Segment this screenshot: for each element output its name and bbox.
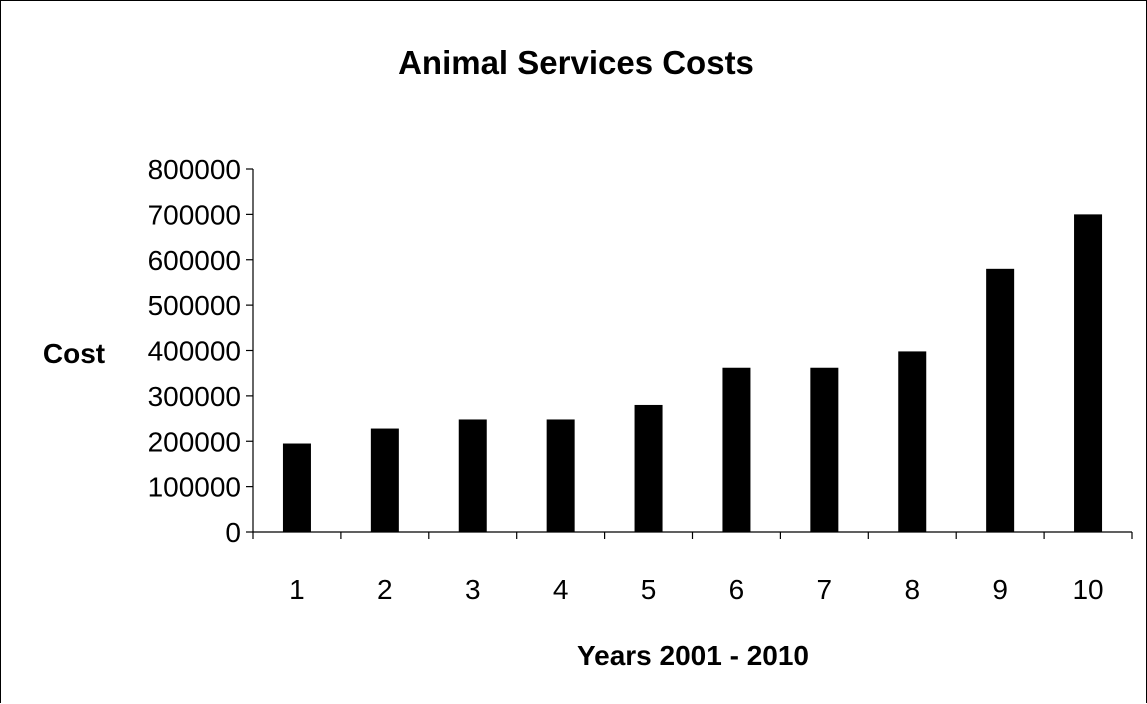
x-tick-label: 5 bbox=[641, 574, 657, 605]
bar-10 bbox=[1074, 214, 1103, 532]
bar-3 bbox=[458, 419, 487, 532]
x-axis-ticks: 1 2 3 4 5 6 7 8 9 10 bbox=[252, 532, 1133, 605]
x-tick-label: 7 bbox=[817, 574, 833, 605]
y-tick-label: 600000 bbox=[148, 245, 241, 276]
y-tick-label: 400000 bbox=[148, 336, 241, 367]
bar-4 bbox=[546, 419, 575, 532]
y-tick-label: 0 bbox=[225, 517, 241, 548]
bar-7 bbox=[810, 367, 839, 532]
x-tick-label: 2 bbox=[377, 574, 393, 605]
x-tick-label: 8 bbox=[904, 574, 920, 605]
x-tick-label: 1 bbox=[289, 574, 305, 605]
y-tick-label: 300000 bbox=[148, 381, 241, 412]
chart-title: Animal Services Costs bbox=[398, 44, 754, 81]
bar-2 bbox=[370, 428, 399, 532]
bar-9 bbox=[986, 268, 1015, 532]
x-tick-label: 6 bbox=[729, 574, 745, 605]
bars bbox=[282, 214, 1103, 532]
x-axis-title: Years 2001 - 2010 bbox=[577, 640, 809, 671]
y-tick-label: 200000 bbox=[148, 426, 241, 457]
y-tick-label: 500000 bbox=[148, 290, 241, 321]
y-axis-title: Cost bbox=[43, 338, 105, 369]
x-tick-label: 3 bbox=[465, 574, 481, 605]
bar-6 bbox=[722, 367, 751, 532]
y-tick-label: 800000 bbox=[148, 154, 241, 185]
y-axis-ticks: 0 100000 200000 300000 400000 500000 600000 700… bbox=[148, 154, 253, 548]
y-tick-label: 100000 bbox=[148, 472, 241, 503]
bar-1 bbox=[282, 443, 311, 532]
x-tick-label: 9 bbox=[992, 574, 1008, 605]
bar-8 bbox=[898, 351, 927, 532]
x-tick-label: 4 bbox=[553, 574, 569, 605]
bar-5 bbox=[634, 404, 663, 532]
y-tick-label: 700000 bbox=[148, 199, 241, 230]
x-tick-label: 10 bbox=[1072, 574, 1103, 605]
